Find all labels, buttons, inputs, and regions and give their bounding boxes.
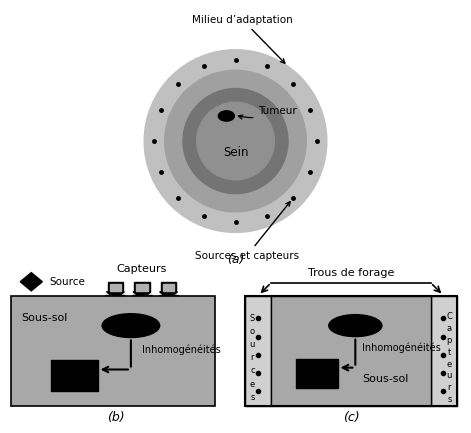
Text: r: r bbox=[447, 383, 451, 392]
Polygon shape bbox=[132, 294, 152, 295]
Text: Capteurs: Capteurs bbox=[117, 264, 167, 274]
Text: Tumeur: Tumeur bbox=[238, 107, 297, 119]
Text: Sein: Sein bbox=[223, 146, 248, 159]
Polygon shape bbox=[161, 282, 176, 292]
Text: (a): (a) bbox=[227, 253, 244, 266]
Polygon shape bbox=[106, 294, 125, 295]
Text: (c): (c) bbox=[342, 410, 359, 423]
Text: Inhomogénéités: Inhomogénéités bbox=[142, 344, 221, 355]
Ellipse shape bbox=[329, 315, 382, 336]
Text: Inhomogénéités: Inhomogénéités bbox=[362, 343, 441, 353]
Polygon shape bbox=[110, 284, 121, 291]
Bar bbox=[244, 296, 271, 406]
Text: t: t bbox=[448, 348, 451, 357]
Text: c: c bbox=[250, 366, 255, 375]
Circle shape bbox=[183, 89, 288, 194]
Text: u: u bbox=[250, 340, 255, 349]
Text: a: a bbox=[447, 324, 452, 333]
Polygon shape bbox=[136, 284, 148, 291]
Text: u: u bbox=[447, 372, 452, 381]
Bar bbox=[271, 296, 430, 406]
Text: Sources et capteurs: Sources et capteurs bbox=[195, 202, 299, 261]
Text: r: r bbox=[251, 353, 254, 362]
Text: (b): (b) bbox=[106, 410, 124, 423]
Text: e: e bbox=[447, 359, 452, 368]
Text: Source: Source bbox=[49, 277, 85, 287]
Text: S: S bbox=[250, 314, 255, 323]
Circle shape bbox=[197, 102, 274, 180]
Polygon shape bbox=[133, 292, 151, 294]
Polygon shape bbox=[160, 292, 178, 294]
Polygon shape bbox=[159, 294, 179, 295]
Circle shape bbox=[144, 50, 327, 233]
Bar bbox=[296, 359, 338, 388]
Text: Sous-sol: Sous-sol bbox=[362, 374, 408, 384]
Text: p: p bbox=[447, 336, 452, 345]
Polygon shape bbox=[134, 282, 150, 292]
Text: Trous de forage: Trous de forage bbox=[308, 268, 394, 278]
Polygon shape bbox=[106, 292, 124, 294]
Circle shape bbox=[165, 70, 306, 212]
Polygon shape bbox=[162, 284, 174, 291]
Ellipse shape bbox=[219, 111, 235, 121]
Text: Milieu d’adaptation: Milieu d’adaptation bbox=[192, 15, 292, 63]
Bar bbox=[244, 296, 457, 406]
Text: o: o bbox=[250, 327, 255, 336]
Text: C: C bbox=[447, 312, 452, 321]
Text: Sous-sol: Sous-sol bbox=[21, 313, 68, 323]
Polygon shape bbox=[108, 282, 123, 292]
Bar bbox=[430, 296, 457, 406]
Bar bbox=[51, 360, 97, 391]
Ellipse shape bbox=[102, 314, 160, 337]
Bar bbox=[11, 296, 215, 406]
Text: s: s bbox=[447, 395, 452, 404]
Polygon shape bbox=[20, 273, 42, 291]
Text: e: e bbox=[250, 380, 255, 389]
Text: s: s bbox=[250, 393, 254, 402]
